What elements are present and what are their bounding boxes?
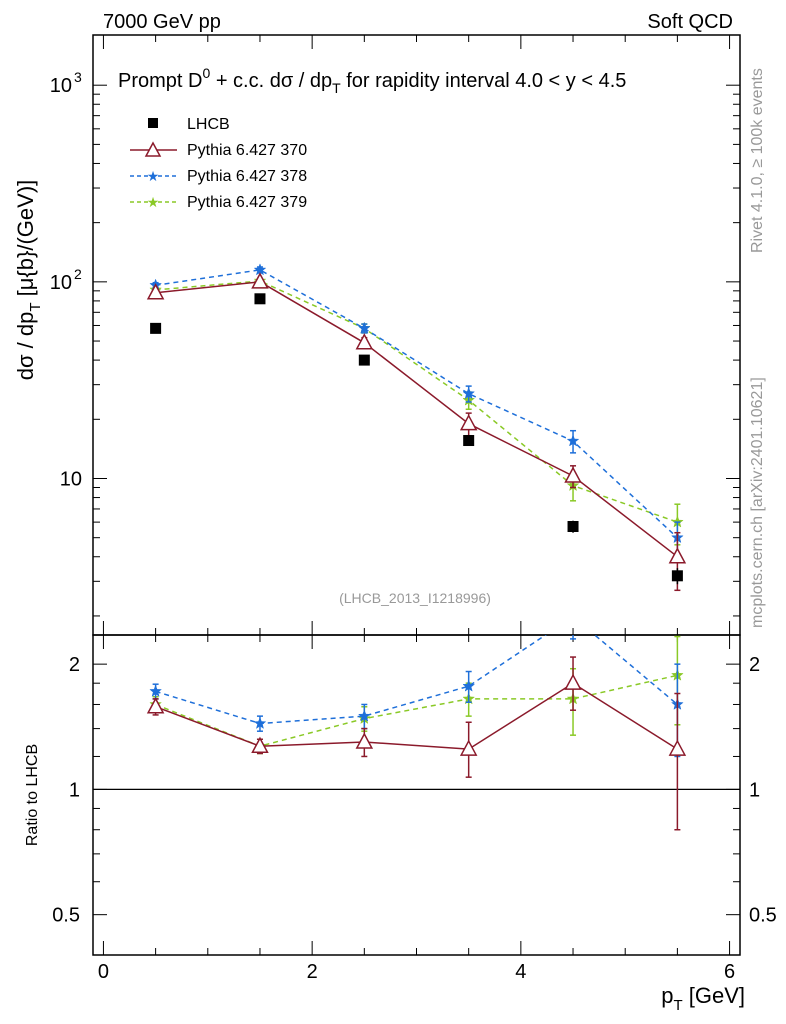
data-point-lhcb	[254, 293, 266, 305]
ratio-line-378	[155, 635, 678, 725]
analysis-watermark: (LHCB_2013_I1218996)	[339, 590, 491, 606]
y-axis-label-sub: T	[27, 302, 44, 311]
ratio-axis-label: Ratio to LHCB	[24, 744, 41, 846]
x-tick-label: 0	[98, 961, 109, 983]
ratio-tick-label-left: 0.5	[52, 905, 80, 927]
data-point-370	[668, 547, 687, 564]
ratio-point-378	[253, 716, 267, 729]
x-axis-label-main: p	[661, 983, 673, 1008]
chart-title: Prompt D0 + c.c. dσ / dpT for rapidity i…	[118, 65, 626, 96]
data-point-370	[459, 414, 478, 431]
title-sup: 0	[202, 65, 210, 81]
ratio-point-370	[564, 673, 582, 690]
data-point-lhcb	[358, 354, 370, 366]
y-tick-label-exponent: 2	[74, 266, 82, 282]
legend-label-378: Pythia 6.427 378	[187, 168, 307, 185]
data-point-370	[251, 272, 269, 289]
x-axis-label-sub: T	[673, 997, 682, 1014]
y-tick-label: 10	[50, 272, 72, 294]
data-point-lhcb	[671, 570, 683, 582]
ratio-point-370	[251, 736, 269, 753]
x-tick-label: 2	[307, 961, 318, 983]
header-right: Soft QCD	[647, 11, 733, 33]
series-line-370	[155, 281, 678, 558]
legend-label-370: Pythia 6.427 370	[187, 142, 307, 159]
series-line-378	[155, 269, 678, 539]
y-axis-label-rest: [μ{b}/(GeV)]	[13, 180, 38, 303]
rivet-label: Rivet 4.1.0, ≥ 100k events	[749, 68, 766, 253]
x-axis-label-rest: [GeV]	[683, 983, 745, 1008]
ratio-point-378	[567, 611, 578, 622]
title-middle: + c.c. dσ / dp	[210, 70, 332, 92]
ratio-tick-label-right: 1	[749, 779, 760, 801]
ratio-plot-area	[146, 611, 687, 831]
ratio-point-370	[355, 732, 374, 749]
x-axis-label: pT [GeV]	[661, 983, 745, 1014]
legend-label-lhcb: LHCB	[187, 116, 230, 133]
data-point-lhcb	[567, 520, 579, 532]
y-axis-label-main: dσ / dp	[13, 312, 38, 381]
ratio-point-378	[462, 679, 476, 692]
legend-marker-378: ★	[147, 168, 160, 184]
data-point-378	[462, 387, 476, 400]
ratio-tick-label-left: 1	[69, 779, 80, 801]
ratio-point-370	[668, 739, 687, 756]
ratio-panel-frame	[92, 634, 741, 956]
legend-marker-lhcb	[148, 118, 158, 128]
series-line-379	[155, 280, 678, 523]
y-tick-label: 10	[50, 75, 72, 97]
y-tick-label: 10	[60, 468, 82, 490]
ratio-point-378	[357, 709, 371, 722]
header-left: 7000 GeV pp	[103, 11, 221, 33]
title-suffix: for rapidity interval 4.0 < y < 4.5	[341, 70, 627, 92]
legend: LHCB Pythia 6.427 370 ★ Pythia 6.427 378…	[130, 116, 307, 211]
legend-marker-370	[144, 141, 162, 157]
mcplots-label: mcplots.cern.ch [arXiv:2401.10621]	[749, 377, 766, 628]
data-point-378	[566, 434, 580, 447]
ratio-tick-label-right: 2	[749, 654, 760, 676]
ratio-point-378	[149, 684, 162, 697]
ratio-tick-label-left: 2	[69, 654, 80, 676]
ratio-point-370	[459, 739, 478, 756]
main-plot-area	[146, 263, 687, 592]
data-point-370	[355, 333, 374, 350]
title-prefix: Prompt D	[118, 70, 202, 92]
y-tick-label-exponent: 3	[74, 69, 82, 85]
x-tick-label: 4	[515, 961, 526, 983]
legend-marker-379: ★	[147, 194, 160, 210]
ratio-line-370	[155, 682, 678, 750]
data-point-378	[357, 321, 371, 334]
ratio-point-370	[146, 697, 165, 714]
x-tick-label: 6	[724, 961, 735, 983]
data-point-370	[564, 466, 582, 483]
data-point-lhcb	[463, 435, 475, 447]
title-sub: T	[332, 80, 341, 96]
ratio-tick-label-right: 0.5	[749, 905, 777, 927]
y-axis-label: dσ / dpT [μ{b}/(GeV)]	[13, 180, 44, 381]
data-point-lhcb	[150, 322, 162, 334]
legend-label-379: Pythia 6.427 379	[187, 194, 307, 211]
data-point-370	[146, 283, 165, 300]
